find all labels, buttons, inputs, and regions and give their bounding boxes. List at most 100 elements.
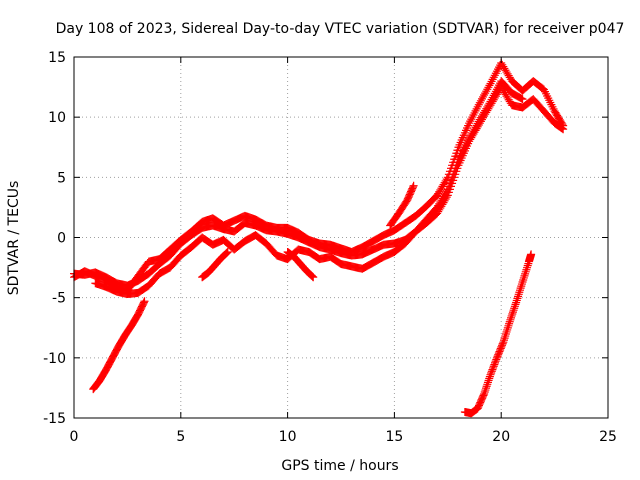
data-point bbox=[482, 384, 491, 393]
data-point bbox=[491, 358, 500, 367]
data-point bbox=[527, 250, 536, 259]
data-point bbox=[509, 306, 518, 315]
data-point bbox=[480, 388, 489, 397]
data-point bbox=[521, 269, 530, 278]
data-point bbox=[409, 181, 418, 190]
data-point bbox=[483, 378, 492, 387]
data-point bbox=[523, 263, 532, 272]
data-point bbox=[516, 284, 525, 293]
data-point bbox=[485, 374, 494, 383]
data-point bbox=[222, 249, 231, 258]
data-point bbox=[471, 106, 480, 115]
data-point bbox=[308, 272, 317, 281]
data-point bbox=[488, 365, 497, 374]
data-point bbox=[504, 321, 513, 330]
data-point bbox=[506, 315, 515, 324]
data-point bbox=[520, 271, 529, 280]
data-point bbox=[512, 298, 521, 307]
data-point bbox=[518, 95, 527, 104]
data-point bbox=[501, 332, 510, 341]
y-tick-label: 15 bbox=[48, 50, 66, 66]
data-point bbox=[492, 85, 501, 94]
data-point bbox=[512, 296, 521, 305]
y-tick-label: -15 bbox=[43, 411, 66, 427]
x-tick-label: 0 bbox=[70, 429, 79, 445]
data-point bbox=[513, 294, 522, 303]
data-point bbox=[514, 290, 523, 299]
data-point bbox=[507, 311, 516, 320]
data-point bbox=[467, 115, 476, 124]
data-point bbox=[517, 280, 526, 289]
data-point bbox=[488, 75, 497, 84]
data-point bbox=[221, 249, 230, 258]
data-point bbox=[517, 94, 526, 103]
data-point bbox=[519, 275, 528, 284]
data-point bbox=[463, 138, 472, 147]
y-tick-label: -5 bbox=[52, 291, 66, 307]
data-point bbox=[473, 102, 482, 111]
data-point bbox=[492, 67, 501, 76]
series-arc-rise-late bbox=[460, 250, 536, 418]
data-point bbox=[510, 302, 519, 311]
data-point bbox=[514, 292, 523, 301]
x-tick-label: 25 bbox=[599, 429, 617, 445]
x-axis-label: GPS time / hours bbox=[281, 458, 398, 474]
data-point bbox=[521, 267, 530, 276]
series-arc-main-b bbox=[70, 59, 568, 295]
data-point bbox=[486, 370, 495, 379]
data-point bbox=[502, 327, 511, 336]
data-point bbox=[489, 73, 498, 82]
data-point bbox=[307, 271, 316, 280]
data-point bbox=[517, 282, 526, 291]
data-point bbox=[466, 117, 475, 126]
data-point bbox=[465, 119, 474, 128]
data-point bbox=[490, 89, 499, 98]
data-point bbox=[454, 155, 463, 164]
data-point bbox=[140, 297, 149, 306]
data-point bbox=[483, 380, 492, 389]
data-point bbox=[490, 360, 499, 369]
data-point bbox=[487, 368, 496, 377]
data-layer bbox=[70, 59, 568, 418]
x-tick-label: 20 bbox=[492, 429, 510, 445]
data-point bbox=[493, 65, 502, 74]
data-point bbox=[558, 120, 567, 129]
data-point bbox=[505, 317, 514, 326]
data-point bbox=[459, 145, 468, 154]
data-point bbox=[472, 104, 481, 113]
data-point bbox=[507, 313, 516, 322]
x-tick-label: 5 bbox=[176, 429, 185, 445]
chart-title: Day 108 of 2023, Sidereal Day-to-day VTE… bbox=[56, 21, 625, 37]
data-point bbox=[488, 93, 497, 102]
data-point bbox=[499, 338, 508, 347]
data-point bbox=[484, 376, 493, 385]
data-point bbox=[139, 298, 148, 307]
x-tick-label: 10 bbox=[279, 429, 297, 445]
data-point bbox=[480, 389, 489, 398]
data-point bbox=[510, 304, 519, 313]
data-point bbox=[511, 300, 520, 309]
data-point bbox=[522, 265, 531, 274]
series-arc-dip-spur bbox=[283, 247, 318, 282]
data-point bbox=[487, 95, 496, 104]
data-point bbox=[490, 71, 499, 80]
data-point bbox=[505, 319, 514, 328]
y-tick-label: 10 bbox=[48, 110, 66, 126]
data-point bbox=[460, 143, 469, 152]
data-point bbox=[223, 247, 232, 256]
series-arc-mid-spur bbox=[198, 247, 232, 282]
data-point bbox=[559, 121, 568, 130]
data-point bbox=[498, 339, 507, 348]
data-point bbox=[461, 140, 470, 149]
data-point bbox=[489, 363, 498, 372]
axis-ticks: 0 5 10 15 20 25 -15 -10 -5 0 5 10 15 bbox=[43, 50, 617, 445]
data-point bbox=[482, 382, 491, 391]
data-point bbox=[307, 272, 316, 281]
data-point bbox=[485, 372, 494, 381]
data-point bbox=[457, 149, 466, 158]
data-point bbox=[508, 308, 517, 317]
data-point bbox=[470, 108, 479, 117]
data-point bbox=[408, 183, 417, 192]
data-point bbox=[442, 187, 451, 196]
data-point bbox=[486, 79, 495, 88]
